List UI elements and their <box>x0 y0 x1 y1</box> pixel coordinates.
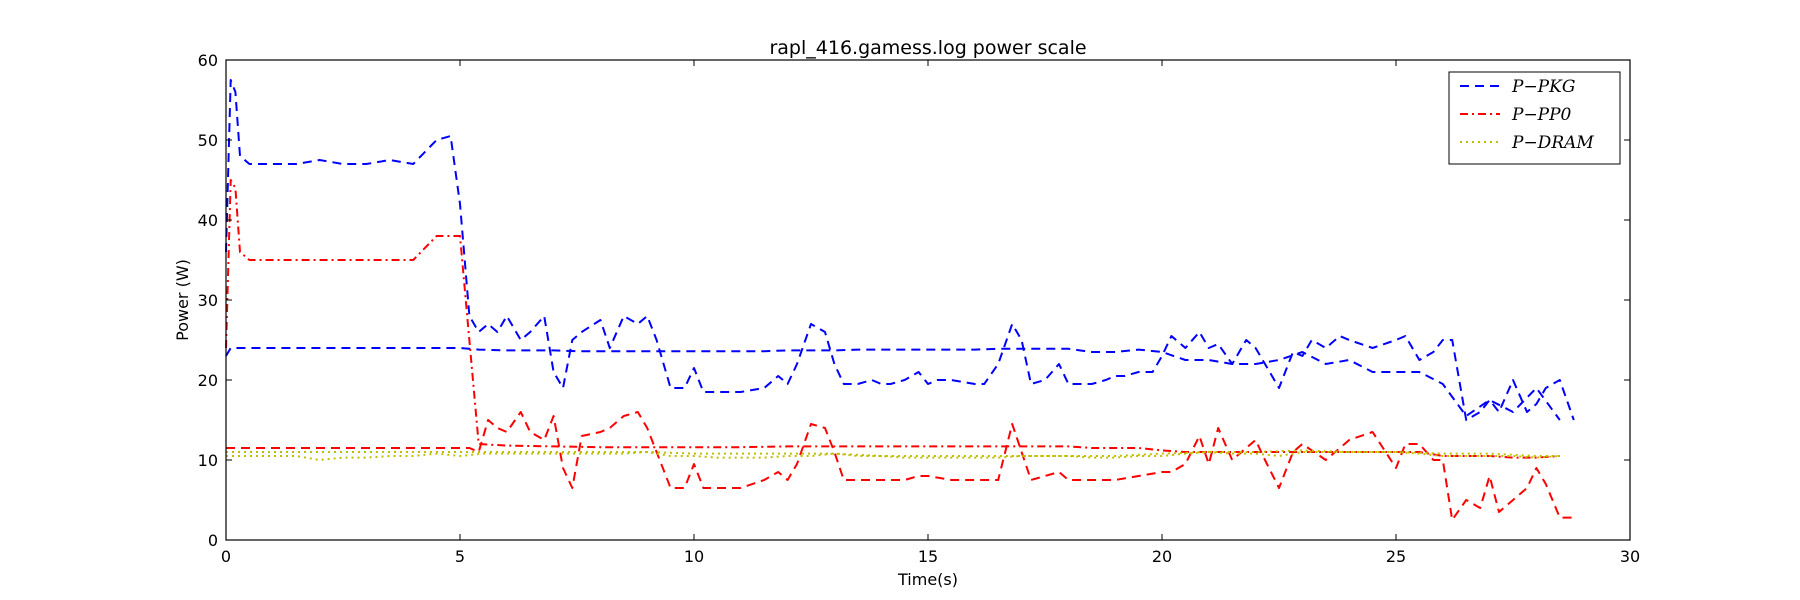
y-axis: 0 10 20 30 40 50 60 <box>198 51 1630 550</box>
y-axis-title: Power (W) <box>173 259 192 341</box>
y-tick-label: 50 <box>198 131 218 150</box>
series-line <box>226 411 1574 521</box>
chart-title: rapl_416.gamess.log power scale <box>769 37 1086 59</box>
series-line <box>225 79 1575 421</box>
y-tick-label: 0 <box>208 531 218 550</box>
legend-box <box>1448 71 1621 165</box>
x-tick-label: 0 <box>221 547 231 566</box>
y-tick-label: 10 <box>198 451 218 470</box>
legend: P−PKG P−PP0 P−DRAM <box>1448 71 1621 165</box>
series-line <box>225 179 1560 459</box>
y-tick-label: 40 <box>198 211 218 230</box>
y-tick-label: 20 <box>198 371 218 390</box>
x-tick-label: 20 <box>1152 547 1172 566</box>
legend-label: P−PKG <box>1511 77 1575 97</box>
y-tick-label: 60 <box>198 51 218 70</box>
plot-area <box>226 60 1630 540</box>
y-tick-label: 30 <box>198 291 218 310</box>
series-layer <box>225 79 1575 521</box>
x-axis: 0 5 10 15 20 25 30 <box>221 60 1640 566</box>
series-line <box>226 449 1560 457</box>
series-line <box>225 347 1561 421</box>
legend-label: P−PP0 <box>1511 105 1572 125</box>
x-tick-label: 10 <box>684 547 704 566</box>
x-tick-label: 15 <box>918 547 938 566</box>
x-axis-title: Time(s) <box>897 570 958 589</box>
series-line <box>226 451 1560 461</box>
x-tick-label: 30 <box>1620 547 1640 566</box>
legend-label: P−DRAM <box>1511 133 1594 153</box>
x-tick-label: 25 <box>1386 547 1406 566</box>
plot-background <box>226 60 1630 540</box>
x-tick-label: 5 <box>455 547 465 566</box>
